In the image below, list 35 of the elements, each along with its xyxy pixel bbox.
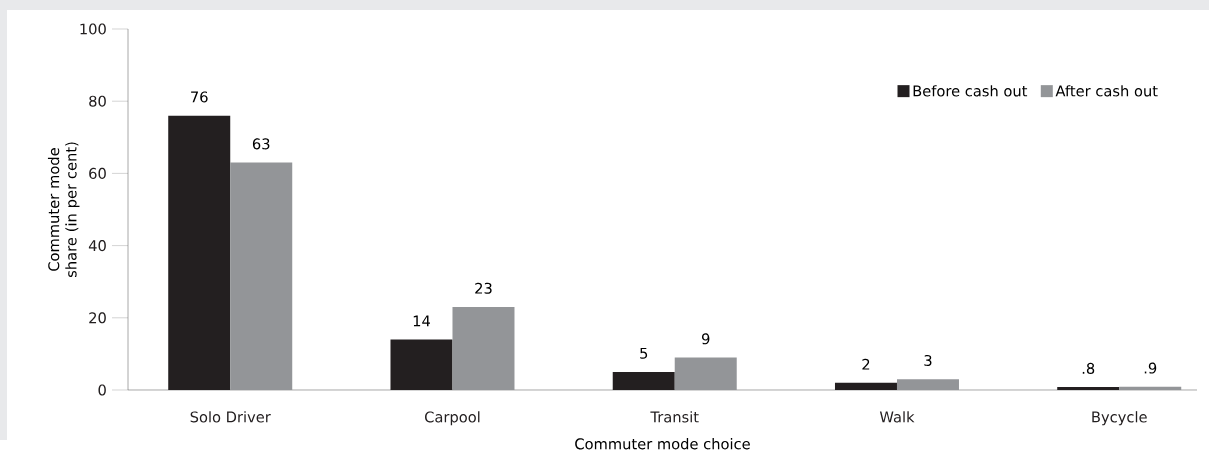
- y-tick-label: 60: [89, 167, 106, 179]
- data-label: 14: [413, 315, 430, 327]
- legend-label: Before cash out: [913, 84, 1028, 97]
- data-label: 63: [252, 138, 270, 150]
- x-axis-title: Commuter mode choice: [575, 437, 750, 450]
- bar: [612, 371, 675, 390]
- bar: [674, 357, 737, 390]
- bar: [834, 382, 897, 390]
- y-tick-label: 0: [98, 384, 106, 396]
- y-tick-label: 80: [89, 95, 106, 107]
- data-label: 5: [640, 347, 648, 359]
- bar: [452, 306, 515, 390]
- x-tick-label: Solo Driver: [190, 411, 271, 423]
- bar: [390, 339, 453, 390]
- y-axis-title: Commuter mode share (in per cent): [47, 142, 80, 277]
- x-tick-label: Bycycle: [1092, 411, 1147, 426]
- x-tick-label: Transit: [650, 411, 699, 423]
- legend-label: After cash out: [1055, 84, 1158, 97]
- bar: [896, 379, 959, 390]
- bar: [230, 162, 293, 390]
- bar: [168, 115, 231, 390]
- data-label: .9: [1144, 362, 1157, 374]
- y-tick-label: 20: [89, 312, 106, 324]
- data-label: 2: [862, 358, 870, 370]
- data-label: 76: [191, 91, 208, 103]
- data-label: .8: [1082, 362, 1095, 374]
- bar: [1057, 386, 1120, 390]
- data-label: 3: [924, 354, 932, 366]
- y-tick-label: 40: [88, 239, 106, 252]
- x-tick-label: Walk: [879, 411, 915, 423]
- x-tick-label: Carpool: [425, 411, 480, 426]
- y-tick-label: 100: [80, 23, 106, 35]
- data-label: 9: [701, 333, 710, 345]
- bar: [1119, 386, 1182, 390]
- data-label: 23: [475, 282, 492, 294]
